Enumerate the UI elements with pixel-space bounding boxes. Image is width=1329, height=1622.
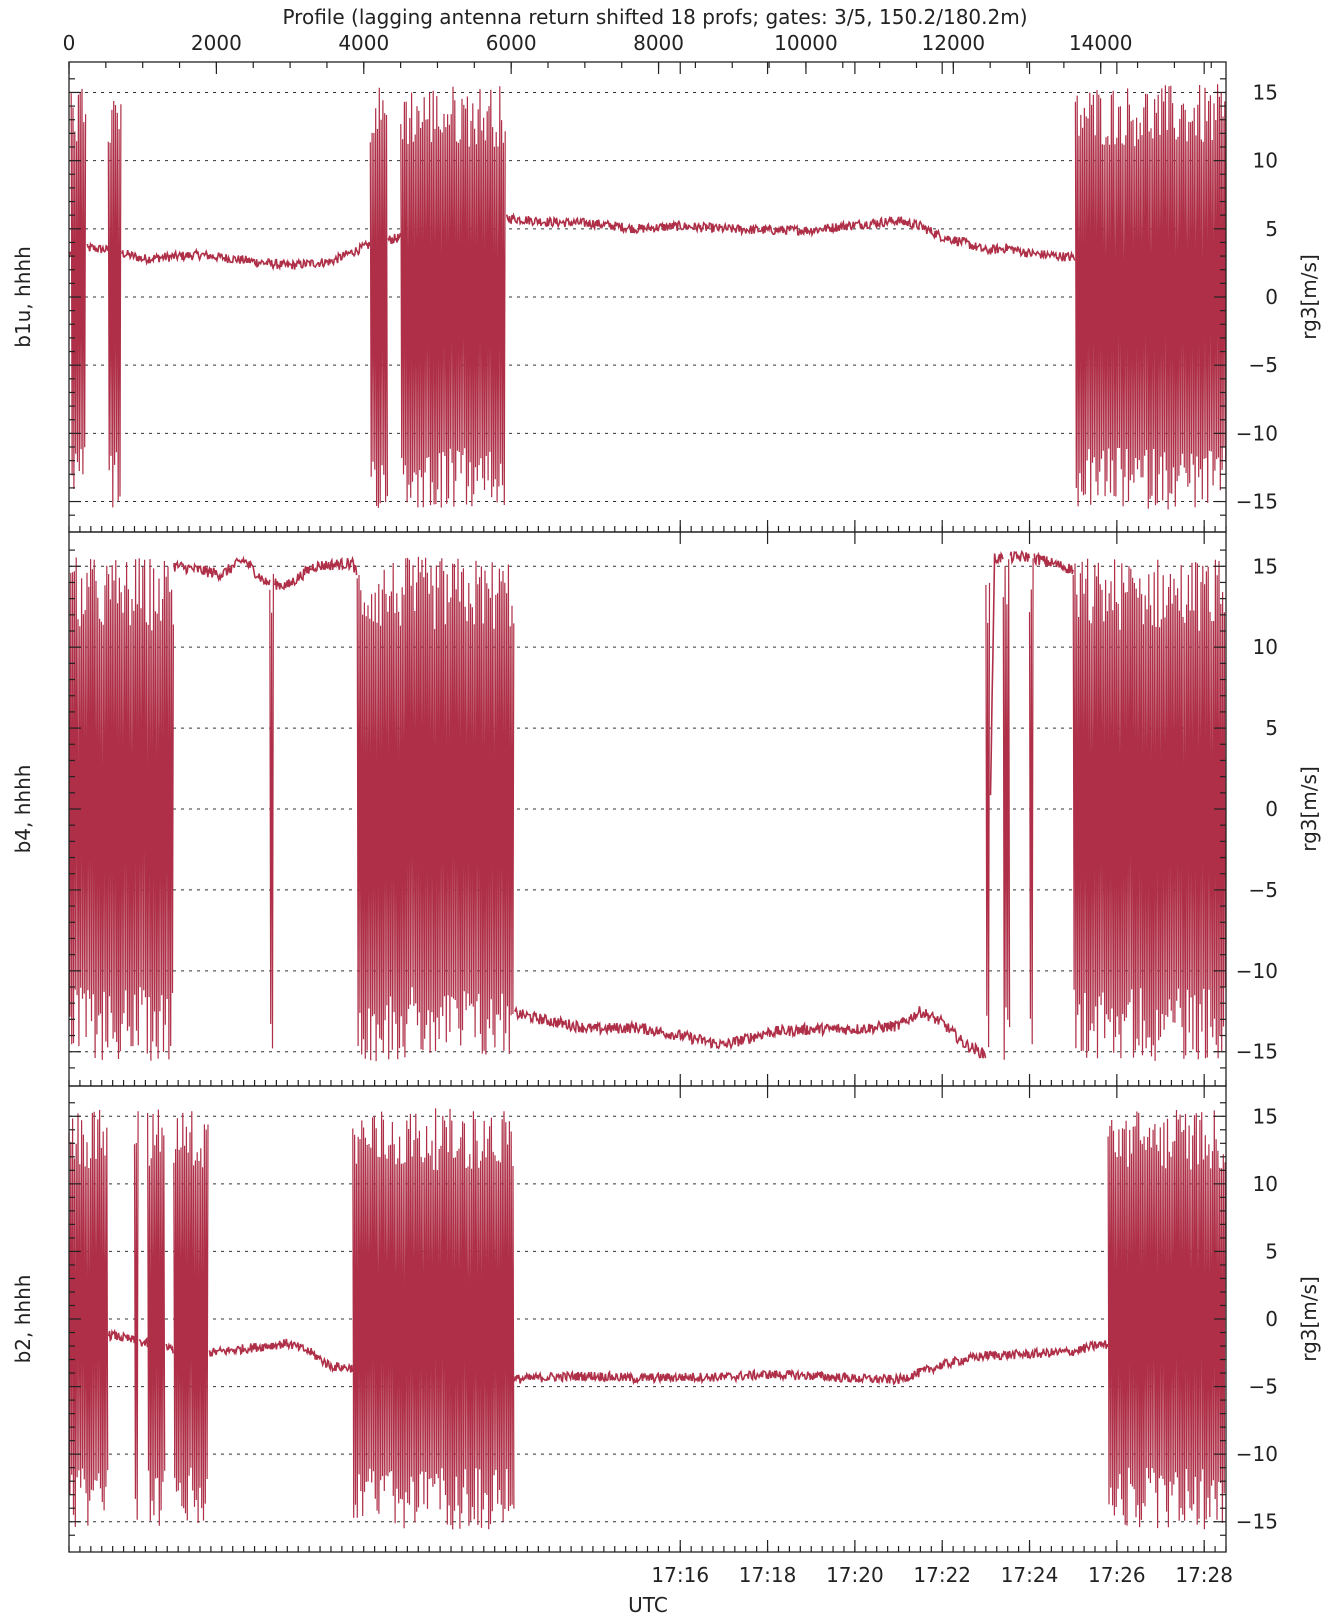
y-tick-label: −15 bbox=[1236, 1040, 1278, 1064]
y-tick-label: 10 bbox=[1253, 1172, 1278, 1196]
top-tick-label: 4000 bbox=[338, 31, 389, 55]
series-b2-noise bbox=[133, 1111, 139, 1520]
chart-title: Profile (lagging antenna return shifted … bbox=[282, 5, 1027, 29]
top-tick-label: 2000 bbox=[191, 31, 242, 55]
y-tick-label: 15 bbox=[1253, 1104, 1278, 1128]
series-b4-noise bbox=[356, 556, 515, 1062]
series-b4-noise bbox=[1002, 559, 1011, 1060]
y-axis-title-b1u: rg3[m/s] bbox=[1297, 254, 1321, 340]
y-axis-title-b4: rg3[m/s] bbox=[1297, 766, 1321, 852]
top-tick-label: 10000 bbox=[774, 31, 838, 55]
x-axis-title: UTC bbox=[628, 1593, 668, 1617]
series-b2-trend bbox=[107, 1328, 1109, 1386]
series-b4-noise bbox=[1028, 558, 1034, 1045]
series-b4-noise bbox=[985, 582, 991, 1048]
x-tick-label: 17:24 bbox=[1001, 1563, 1059, 1587]
series-b2-noise bbox=[173, 1111, 209, 1524]
y-tick-label: 10 bbox=[1253, 149, 1278, 173]
y-tick-label: 15 bbox=[1253, 80, 1278, 104]
series-b1u-noise bbox=[107, 100, 122, 508]
series-b2-noise bbox=[352, 1108, 515, 1530]
top-tick-label: 0 bbox=[63, 31, 76, 55]
series-b4-trend bbox=[173, 549, 1074, 1059]
x-tick-label: 17:22 bbox=[913, 1563, 971, 1587]
y-tick-label: 0 bbox=[1265, 797, 1278, 821]
series-b4-noise bbox=[1072, 558, 1226, 1061]
y-tick-label: −15 bbox=[1236, 490, 1278, 514]
y-tick-label: −10 bbox=[1236, 1442, 1278, 1466]
series-b2-noise bbox=[1107, 1109, 1226, 1530]
series-b4-noise bbox=[269, 573, 274, 1049]
series-b4-noise bbox=[68, 557, 174, 1061]
x-tick-label: 17:16 bbox=[651, 1563, 709, 1587]
y-tick-label: −15 bbox=[1236, 1510, 1278, 1534]
panel-label-b4: b4, hhhh bbox=[11, 765, 35, 854]
top-tick-label: 12000 bbox=[922, 31, 986, 55]
y-tick-label: −5 bbox=[1249, 878, 1278, 902]
top-tick-label: 8000 bbox=[633, 31, 684, 55]
series-b1u-noise bbox=[1074, 84, 1227, 510]
top-tick-label: 14000 bbox=[1069, 31, 1133, 55]
x-tick-label: 17:26 bbox=[1088, 1563, 1146, 1587]
series-b2-noise bbox=[147, 1109, 166, 1526]
y-tick-label: 0 bbox=[1265, 285, 1278, 309]
series-b1u-noise bbox=[70, 88, 87, 489]
series-b1u-noise bbox=[400, 86, 506, 508]
x-tick-label: 17:18 bbox=[739, 1563, 797, 1587]
series-b2-noise bbox=[68, 1109, 109, 1527]
series-b1u-trend bbox=[68, 212, 1076, 271]
y-axis-title-b2: rg3[m/s] bbox=[1297, 1276, 1321, 1362]
y-tick-label: −5 bbox=[1249, 353, 1278, 377]
series-b1u-noise bbox=[369, 87, 388, 508]
y-tick-label: 15 bbox=[1253, 554, 1278, 578]
y-tick-label: −10 bbox=[1236, 959, 1278, 983]
y-tick-label: 5 bbox=[1265, 217, 1278, 241]
panel-label-b2: b2, hhhh bbox=[11, 1275, 35, 1364]
x-tick-label: 17:28 bbox=[1175, 1563, 1233, 1587]
y-tick-label: −5 bbox=[1249, 1375, 1278, 1399]
x-tick-label: 17:20 bbox=[826, 1563, 884, 1587]
y-tick-label: 5 bbox=[1265, 716, 1278, 740]
y-tick-label: 10 bbox=[1253, 635, 1278, 659]
y-tick-label: −10 bbox=[1236, 421, 1278, 445]
top-tick-label: 6000 bbox=[486, 31, 537, 55]
y-tick-label: 5 bbox=[1265, 1239, 1278, 1263]
y-tick-label: 0 bbox=[1265, 1307, 1278, 1331]
panel-label-b1u: b1u, hhhh bbox=[11, 246, 35, 348]
